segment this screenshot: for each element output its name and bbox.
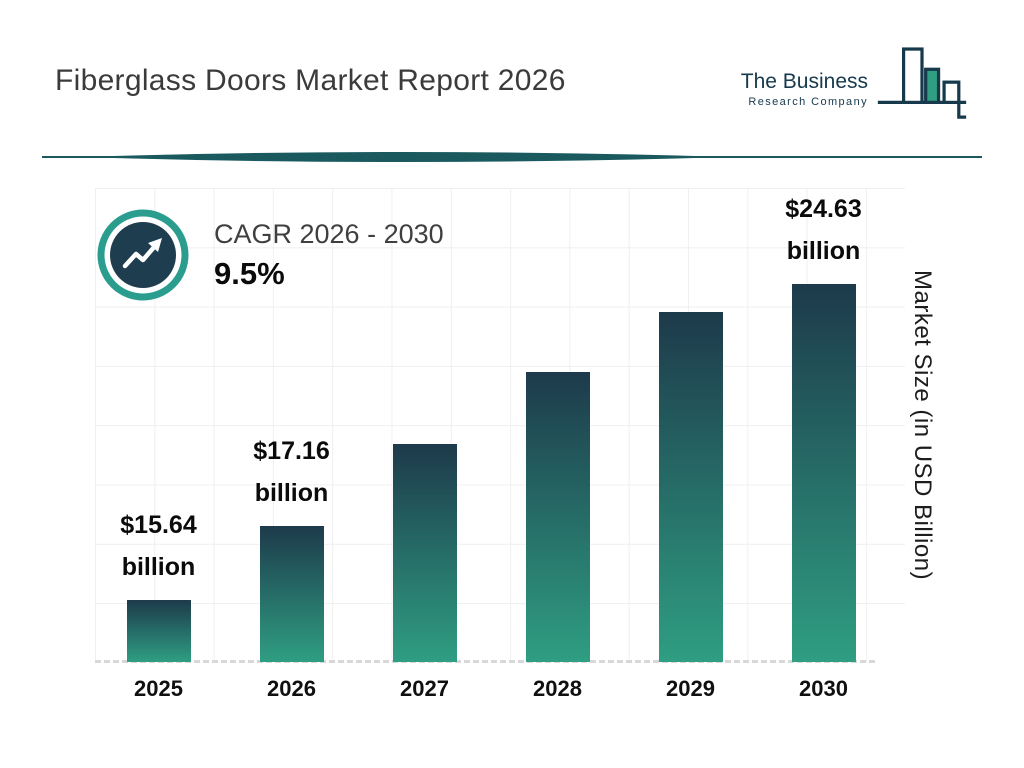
logo-bar-chart-icon [877,47,967,119]
bar-2026 [259,526,324,662]
x-tick-2025: 2025 [134,676,183,701]
bar-column-2025: $15.64 billion [92,188,225,662]
logo-text: The Business Research Company [741,70,868,108]
chart-gridlines [95,188,905,662]
bar-2028 [525,372,590,662]
logo: The Business Research Company [741,44,968,124]
y-axis-label: Market Size (in USD Billion) [908,188,936,662]
cagr-text: CAGR 2026 - 2030 9.5% [214,219,444,292]
bar-column-2026: $17.16 billion [225,188,358,662]
x-tick-2028: 2028 [533,676,582,701]
cagr-block: CAGR 2026 - 2030 9.5% [96,208,444,302]
bar-2025 [126,600,191,662]
cagr-value: 9.5% [214,255,285,291]
page-title: Fiberglass Doors Market Report 2026 [55,64,566,97]
bar-2027 [392,444,457,662]
bar-value-label-2025: $15.64 billion [120,511,197,581]
logo-company-name: The Business [740,70,868,93]
logo-company-subtitle: Research Company [748,96,868,109]
divider-line [42,152,982,162]
bar-column-2030: $24.63 billion [757,188,890,662]
growth-arrow-icon [97,209,189,301]
bar-2030 [791,284,856,662]
bar-2029 [658,312,723,662]
x-tick-2026: 2026 [267,676,316,701]
x-tick-2027: 2027 [400,676,449,701]
cagr-label: CAGR 2026 - 2030 [214,218,444,249]
bar-column-2027 [358,188,491,662]
y-axis-label-text: Market Size (in USD Billion) [909,269,936,581]
bar-value-label-2030: $24.63 billion [785,195,862,265]
bar-column-2028 [491,188,624,662]
x-tick-2030: 2030 [799,676,848,701]
bar-chart: $15.64 billion $17.16 billion $24.63 billion [92,188,890,662]
x-tick-2029: 2029 [666,676,715,701]
bar-value-label-2026: $17.16 billion [253,437,330,507]
x-axis-labels: 2025 2026 2027 2028 2029 2030 [92,676,890,702]
bar-column-2029 [624,188,757,662]
chart-baseline [95,660,875,663]
